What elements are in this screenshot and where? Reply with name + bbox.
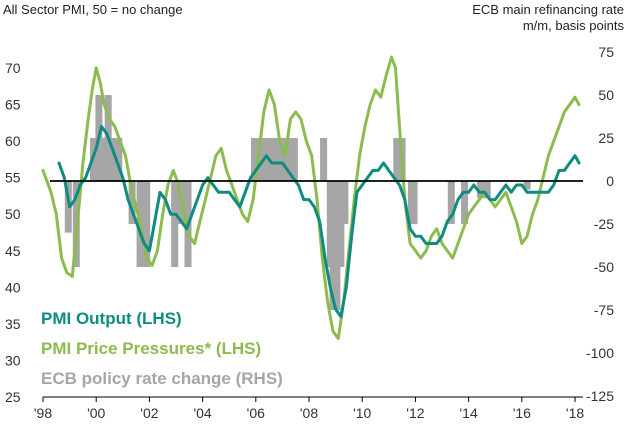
x-tick-label: '08	[300, 405, 318, 421]
ecb-rate-bar	[128, 181, 136, 224]
x-tick-label: '18	[566, 405, 584, 421]
left-axis-ticks: 25 30 35 40 45 50 55 60 65 70	[5, 60, 21, 405]
right-tick-label: 50	[598, 87, 614, 103]
left-tick-label: 50	[5, 206, 21, 222]
x-tick-label: '06	[247, 405, 265, 421]
x-tick-label: '16	[513, 405, 531, 421]
ecb-rate-bar	[483, 181, 491, 199]
left-tick-label: 40	[5, 279, 21, 295]
pmi-lines-layer	[41, 55, 581, 340]
ecb-rate-bar	[268, 138, 276, 181]
ecb-rate-bar	[333, 181, 341, 310]
legend-entry: PMI Price Pressures* (LHS)	[41, 339, 261, 358]
ecb-rate-bar	[290, 138, 298, 181]
right-tick-label: 0	[606, 173, 614, 189]
ecb-rate-bar	[410, 181, 418, 224]
right-axis-title-line1: ECB main refinancing rate	[472, 2, 624, 17]
ecb-rate-bar	[523, 181, 531, 190]
ecb-rate-bar	[171, 181, 179, 267]
right-tick-label: -100	[586, 345, 614, 361]
right-tick-label: 25	[598, 130, 614, 146]
x-tick-label: '14	[459, 405, 477, 421]
right-tick-label: -125	[586, 388, 614, 404]
left-tick-label: 30	[5, 352, 21, 368]
left-tick-label: 35	[5, 316, 21, 332]
right-tick-label: -25	[594, 216, 614, 232]
ecb-rate-bar	[251, 138, 258, 181]
pmi-price-pressures-line	[41, 55, 581, 340]
left-tick-label: 45	[5, 243, 21, 259]
x-tick-label: '02	[140, 405, 158, 421]
ecb-rate-bar	[273, 138, 281, 181]
ecb-rate-bar	[284, 138, 292, 181]
ecb-rate-bar	[461, 181, 469, 224]
ecb-rate-bar	[277, 138, 285, 181]
x-tick-label: '12	[406, 405, 424, 421]
left-tick-label: 55	[5, 170, 21, 186]
ecb-rate-bar	[257, 138, 265, 181]
x-tick-label: '00	[87, 405, 105, 421]
legend: PMI Output (LHS) PMI Price Pressures* (LH…	[41, 309, 283, 388]
x-tick-label: '10	[353, 405, 371, 421]
legend-entry: PMI Output (LHS)	[41, 309, 182, 328]
right-axis-ticks: -125 -100 -75 -50 -25 0 25 50 75	[586, 44, 614, 404]
right-axis-title-line2: m/m, basis points	[522, 18, 624, 33]
ecb-rate-bar	[139, 181, 147, 224]
pmi-output-line	[57, 125, 581, 319]
ecb-rate-bar	[320, 138, 328, 181]
ecb-rate-bar	[337, 181, 345, 267]
ecb-rate-bar	[100, 138, 108, 181]
left-tick-label: 25	[5, 389, 21, 405]
x-tick-label: '98	[34, 405, 52, 421]
left-axis-title: All Sector PMI, 50 = no change	[3, 2, 183, 17]
right-tick-label: -75	[594, 302, 614, 318]
ecb-rate-bar	[143, 181, 151, 267]
right-tick-label: 75	[598, 44, 614, 60]
x-axis-ticks: '98 '00 '02 '04 '06 '08 '10 '12 '14 '16 '18	[34, 397, 584, 421]
ecb-rate-bar	[341, 181, 349, 224]
ecb-rate-bar	[393, 138, 401, 181]
ecb-rate-bar	[477, 181, 485, 199]
legend-entry: ECB policy rate change (RHS)	[41, 369, 283, 388]
x-tick-label: '04	[193, 405, 211, 421]
right-tick-label: -50	[594, 259, 614, 275]
ecb-rate-bar	[115, 138, 123, 181]
left-tick-label: 60	[5, 133, 21, 149]
left-tick-label: 65	[5, 97, 21, 113]
ecb-rate-bar	[447, 181, 455, 224]
left-tick-label: 70	[5, 60, 21, 76]
